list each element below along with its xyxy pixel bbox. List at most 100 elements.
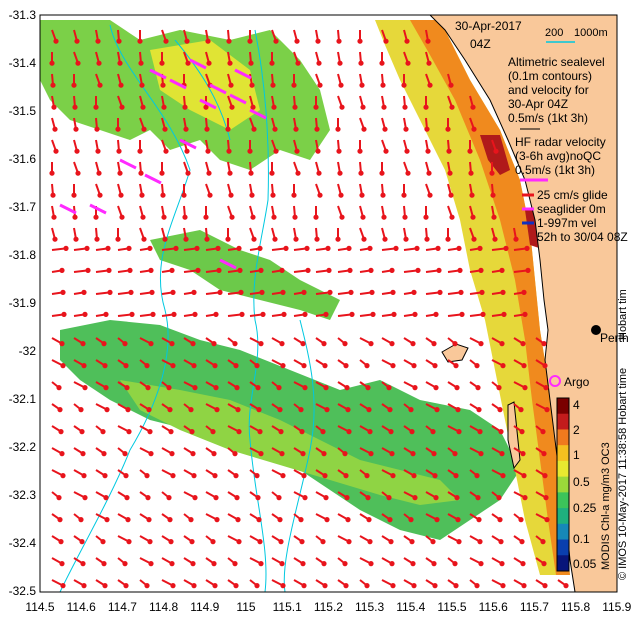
- velocity-arrow-head: [82, 495, 88, 501]
- velocity-arrow-head: [445, 236, 451, 242]
- y-tick-label: -32.5: [9, 584, 37, 598]
- velocity-arrow-head: [360, 104, 366, 110]
- velocity-arrow-head: [148, 341, 154, 347]
- velocity-arrow-head: [94, 126, 100, 132]
- velocity-arrow-head: [148, 561, 154, 567]
- velocity-arrow-head: [521, 289, 527, 295]
- velocity-arrow-head: [117, 60, 123, 66]
- velocity-arrow-head: [140, 104, 146, 110]
- velocity-arrow-head: [170, 289, 176, 295]
- velocity-arrow-head: [423, 104, 429, 110]
- velocity-arrow-head: [80, 341, 86, 347]
- y-tick-label: -31.8: [9, 248, 37, 262]
- velocity-arrow-head: [521, 363, 527, 369]
- velocity-arrow-head: [233, 473, 239, 479]
- velocity-arrow-head: [117, 170, 123, 176]
- velocity-arrow-head: [367, 429, 373, 435]
- y-tick-label: -32.3: [9, 488, 37, 502]
- velocity-arrow-head: [171, 311, 177, 317]
- velocity-arrow-head: [411, 583, 417, 589]
- velocity-arrow-head: [162, 126, 168, 132]
- velocity-arrow-head: [126, 429, 132, 435]
- velocity-arrow-head: [52, 236, 58, 242]
- velocity-arrow-head: [56, 385, 62, 391]
- y-tick-label: -32.2: [9, 440, 37, 454]
- hf-radar-arrow: [59, 203, 77, 215]
- hf-radar-arrow: [234, 68, 252, 80]
- velocity-arrow-head: [431, 451, 437, 457]
- velocity-arrow-head: [453, 473, 459, 479]
- velocity-arrow-head: [337, 60, 343, 66]
- velocity-arrow-head: [453, 363, 459, 369]
- velocity-arrow-head: [433, 311, 439, 317]
- velocity-arrow-head: [294, 148, 300, 154]
- velocity-arrow-head: [167, 517, 173, 523]
- hf-radar-arrow: [229, 93, 247, 105]
- x-tick-label: 115.2: [314, 600, 343, 614]
- velocity-arrow-head: [489, 170, 495, 176]
- legend-line-8: 25 cm/s glide: [537, 188, 608, 202]
- velocity-arrow-head: [107, 289, 113, 295]
- velocity-arrow-head: [434, 517, 440, 523]
- velocity-arrow-head: [82, 385, 88, 391]
- velocity-arrow-head: [81, 289, 87, 295]
- velocity-arrow-head: [51, 214, 57, 220]
- legend-line-4: 0.5m/s (1kt 3h): [508, 111, 588, 125]
- velocity-arrow-head: [189, 539, 195, 545]
- velocity-arrow-head: [277, 517, 283, 523]
- velocity-arrow-head: [183, 126, 189, 132]
- velocity-arrow-head: [169, 451, 175, 457]
- velocity-arrow-head: [448, 82, 454, 88]
- velocity-arrow-head: [126, 245, 132, 251]
- velocity-arrow-head: [313, 104, 319, 110]
- velocity-arrow-head: [258, 451, 264, 457]
- legend-line-9: seaglider 0m: [537, 202, 606, 216]
- velocity-arrow-head: [480, 311, 486, 317]
- velocity-arrow-head: [436, 267, 442, 273]
- velocity-arrow-head: [63, 245, 69, 251]
- hf-radar-arrow: [249, 108, 267, 120]
- velocity-arrow-head: [227, 170, 233, 176]
- velocity-arrow-head: [335, 236, 341, 242]
- velocity-arrow-head: [276, 385, 282, 391]
- velocity-arrow-head: [335, 126, 341, 132]
- legend-line-6: (3-6h avg)noQC: [515, 149, 601, 163]
- velocity-arrow-head: [60, 289, 66, 295]
- velocity-arrow-head: [433, 495, 439, 501]
- velocity-arrow-head: [190, 561, 196, 567]
- velocity-arrow-head: [300, 451, 306, 457]
- velocity-arrow-head: [115, 126, 121, 132]
- velocity-arrow-head: [106, 267, 112, 273]
- velocity-arrow-head: [182, 104, 188, 110]
- velocity-arrow-head: [499, 267, 505, 273]
- velocity-arrow-head: [270, 192, 276, 198]
- velocity-arrow-head: [205, 148, 211, 154]
- velocity-arrow-head: [102, 473, 108, 479]
- velocity-arrow-head: [212, 583, 218, 589]
- velocity-arrow-head: [124, 385, 130, 391]
- velocity-arrow-head: [279, 267, 285, 273]
- velocity-arrow-head: [56, 495, 62, 501]
- velocity-arrow-head: [101, 561, 107, 567]
- velocity-arrow-head: [302, 495, 308, 501]
- velocity-arrow-head: [357, 148, 363, 154]
- velocity-arrow-head: [277, 407, 283, 413]
- velocity-arrow-head: [272, 126, 278, 132]
- velocity-arrow-head: [184, 38, 190, 44]
- velocity-arrow-head: [260, 311, 266, 317]
- velocity-arrow-head: [322, 363, 328, 369]
- velocity-arrow-head: [192, 311, 198, 317]
- velocity-arrow-head: [204, 236, 210, 242]
- velocity-arrow-head: [316, 60, 322, 66]
- velocity-arrow-head: [191, 363, 197, 369]
- velocity-arrow-head: [326, 267, 332, 273]
- x-tick-label: 115.1: [273, 600, 302, 614]
- velocity-arrow-head: [81, 583, 87, 589]
- velocity-arrow-head: [496, 385, 502, 391]
- velocity-arrow-head: [163, 38, 169, 44]
- velocity-arrow-head: [59, 561, 65, 567]
- velocity-arrow-head: [214, 407, 220, 413]
- velocity-arrow-head: [380, 192, 386, 198]
- velocity-arrow-head: [427, 192, 433, 198]
